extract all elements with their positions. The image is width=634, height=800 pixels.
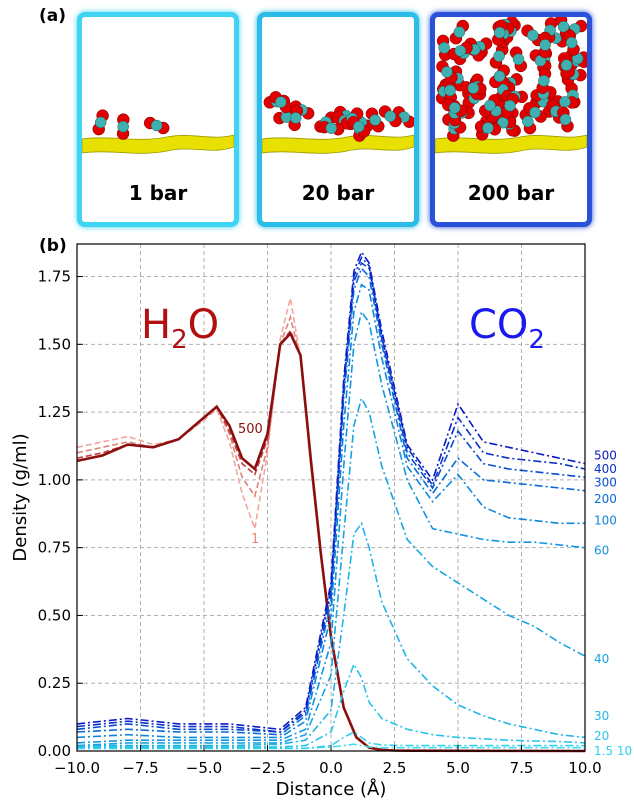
co2-pressure-label: 40 <box>594 652 609 666</box>
snapshot-1-bar-label: 1 bar <box>128 181 188 205</box>
co2-molecule <box>116 113 130 140</box>
co2-molecule <box>92 109 109 136</box>
snapshot-200-bar-label: 200 bar <box>467 181 555 205</box>
co2-pressure-label: 1.5 10 <box>594 744 632 758</box>
co2-series-group <box>76 250 586 750</box>
h2o-density-line <box>76 331 586 753</box>
co2-density-line-400 <box>76 256 586 733</box>
y-axis-label: Density (g/ml) <box>10 433 31 561</box>
co2-density-line-300 <box>76 261 586 733</box>
chart-labels: Distance (Å)Density (g/ml)H2O CO250015004… <box>10 302 632 800</box>
co2-molecule <box>318 120 345 136</box>
co2-pressure-label: 200 <box>594 492 617 506</box>
co2-molecule <box>536 67 552 94</box>
x-tick-label: −10.0 <box>54 759 100 777</box>
co2-molecule <box>347 115 371 138</box>
h2o-annotation: H2O <box>141 302 219 355</box>
co2-molecule <box>479 94 501 117</box>
x-tick-label: −5.0 <box>186 759 222 777</box>
co2-density-line-20 <box>77 662 586 748</box>
co2-molecule <box>474 120 502 136</box>
co2-density-line-500 <box>76 250 586 731</box>
x-tick-label: 10.0 <box>568 759 601 777</box>
x-tick-label: −7.5 <box>122 759 158 777</box>
co2-molecule <box>449 19 470 45</box>
co2-density-line-40 <box>76 396 586 747</box>
density-profile-chart: −10.0 −7.5 −5.0 −2.5 0.0 2.5 5.0 7.5 10.0 0.00 0.2… <box>10 243 632 800</box>
snapshot-200-bar: 200 bar <box>430 12 592 227</box>
co2-molecule <box>447 41 473 61</box>
co2-pressure-label: 100 <box>594 514 617 528</box>
chart-grid <box>77 244 585 751</box>
co2-pressure-label: 30 <box>594 709 609 723</box>
y-tick-label: 0.00 <box>38 742 71 760</box>
x-tick-label: 2.5 <box>383 759 407 777</box>
x-axis-label: Distance (Å) <box>276 778 387 800</box>
graphene-sheet <box>262 134 414 154</box>
co2-molecule <box>489 64 510 89</box>
chart-axes: −10.0 −7.5 −5.0 −2.5 0.0 2.5 5.0 7.5 10.0 0.00 0.2… <box>38 243 602 777</box>
co2-molecule <box>557 106 574 133</box>
snapshot-20-bar: 20 bar <box>257 12 419 227</box>
co2-molecule <box>288 104 304 132</box>
co2-pressure-label: 500 <box>594 448 617 462</box>
co2-density-line-30 <box>77 521 586 747</box>
co2-molecule <box>491 19 508 46</box>
h2o-series-group <box>76 298 586 753</box>
h2o-low-pressure-label: 1 <box>251 532 259 547</box>
co2-molecule <box>538 31 552 59</box>
y-tick-label: 0.50 <box>38 606 71 624</box>
panel-a-label: (a) <box>39 6 67 26</box>
co2-annotation: CO2 <box>469 302 545 355</box>
co2-pressure-label: 20 <box>594 729 609 743</box>
x-tick-label: 0.0 <box>319 759 343 777</box>
co2-molecule <box>378 105 402 128</box>
co2-molecule <box>269 91 293 114</box>
co2-molecule <box>442 98 468 117</box>
co2-molecule <box>557 52 575 78</box>
co2-molecule <box>436 60 458 84</box>
y-tick-label: 1.00 <box>38 471 71 489</box>
co2-molecule <box>143 116 170 135</box>
panel-b-label: (b) <box>39 236 67 256</box>
snapshot-1-bar: 1 bar <box>77 12 239 227</box>
co2-density-line-100 <box>76 283 585 739</box>
co2-molecule <box>436 34 452 61</box>
co2-molecule <box>563 29 580 56</box>
co2-pressure-label: 300 <box>594 476 617 490</box>
snapshot-1-bar-image <box>82 109 234 154</box>
co2-molecule <box>489 43 509 69</box>
snapshot-20-bar-label: 20 bar <box>301 181 375 205</box>
co2-molecule <box>523 102 547 123</box>
co2-pressure-label: 400 <box>594 462 617 476</box>
y-tick-label: 0.75 <box>38 539 71 557</box>
x-tick-label: 7.5 <box>510 759 534 777</box>
co2-density-line-10 <box>77 731 585 750</box>
y-tick-label: 1.25 <box>38 403 71 421</box>
co2-molecule <box>500 93 519 119</box>
graphene-sheet <box>82 134 234 154</box>
h2o-high-pressure-label: 500 <box>238 422 263 437</box>
y-tick-label: 1.75 <box>38 268 71 286</box>
y-tick-label: 1.50 <box>38 335 71 353</box>
co2-density-line-60 <box>76 309 586 744</box>
x-tick-label: 5.0 <box>446 759 470 777</box>
y-tick-label: 0.25 <box>38 674 71 692</box>
co2-density-line-200 <box>76 266 586 736</box>
snapshot-20-bar-image <box>262 91 414 154</box>
co2-pressure-label: 60 <box>594 543 609 557</box>
co2-molecule <box>365 107 385 133</box>
snapshot-200-bar-image <box>435 17 587 154</box>
x-tick-label: −2.5 <box>249 759 285 777</box>
graphene-sheet <box>435 134 587 154</box>
co2-molecule <box>460 81 487 96</box>
co2-molecule <box>509 46 528 73</box>
